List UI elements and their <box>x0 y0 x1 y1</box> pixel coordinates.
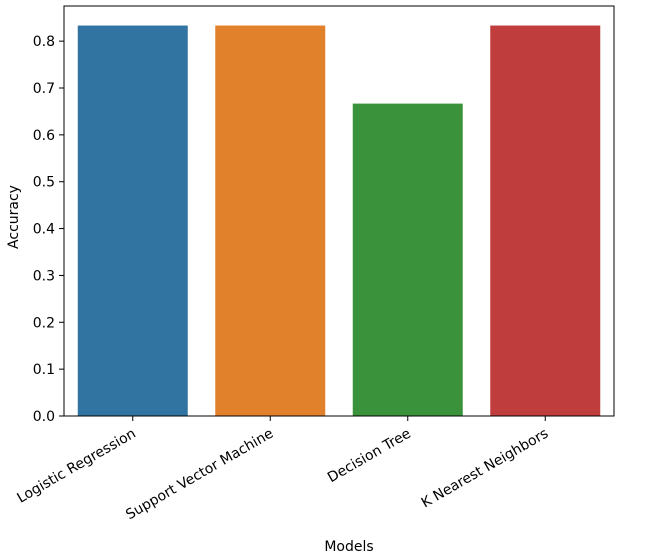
y-tick-label: 0.7 <box>33 81 55 97</box>
y-tick-label: 0.3 <box>33 268 55 284</box>
x-tick-label: Decision Tree <box>325 426 414 486</box>
x-axis-label: Models <box>324 539 373 555</box>
y-axis-ticks: 0.0 0.1 0.2 0.3 0.4 0.5 0.6 0.7 0.8 <box>33 34 64 425</box>
bar-support-vector-machine <box>215 25 326 416</box>
x-tick-label: K Nearest Neighbors <box>419 426 552 512</box>
y-axis-label: Accuracy <box>6 185 22 249</box>
x-tick-label: Logistic Regression <box>14 426 138 507</box>
y-tick-label: 0.0 <box>33 409 55 425</box>
y-tick-label: 0.5 <box>33 175 55 191</box>
y-tick-label: 0.4 <box>33 222 55 238</box>
bar-k-nearest-neighbors <box>490 25 601 416</box>
bar-logistic-regression <box>77 25 188 416</box>
bar-decision-tree <box>352 103 463 417</box>
y-tick-label: 0.8 <box>33 34 55 50</box>
plot-frame <box>63 5 615 417</box>
x-tick-label: Support Vector Machine <box>123 426 276 524</box>
y-tick-label: 0.1 <box>33 362 55 378</box>
bars-group <box>77 25 601 417</box>
y-tick-label: 0.6 <box>33 128 55 144</box>
y-tick-label: 0.2 <box>33 315 55 331</box>
